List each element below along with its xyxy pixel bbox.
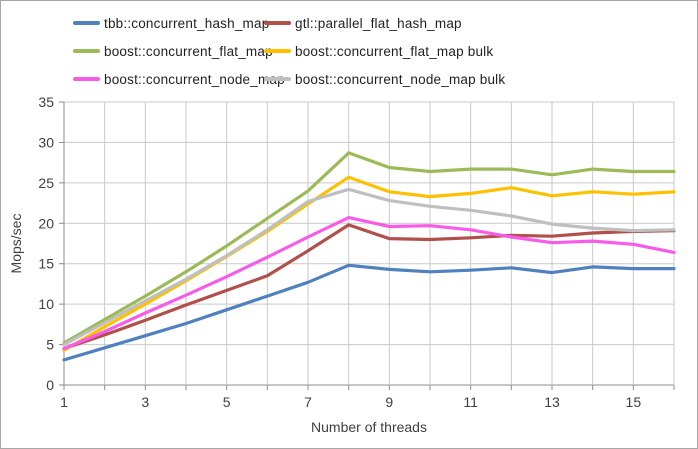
y-axis-tick-label: 5 (46, 337, 54, 353)
series-line (62, 223, 676, 351)
y-axis-tick-label: 25 (38, 175, 54, 191)
legend-label: boost::concurrent_flat_map (104, 43, 273, 59)
legend-item: gtl::parallel_flat_hash_map (264, 14, 462, 32)
legend-label: boost::concurrent_node_map bulk (295, 71, 506, 87)
y-axis-title: Mops/sec (8, 214, 24, 274)
y-axis-tick-label: 20 (38, 215, 54, 231)
legend-item: boost::concurrent_flat_map bulk (264, 42, 493, 60)
x-axis-tick-label: 7 (304, 394, 312, 410)
legend-item: boost::concurrent_node_map bulk (264, 70, 505, 88)
y-axis-tick-label: 30 (38, 134, 54, 150)
x-axis-tick-label: 5 (223, 394, 231, 410)
series-line (62, 187, 676, 347)
legend-line-swatch (264, 21, 291, 25)
x-axis-tick-label: 15 (626, 394, 642, 410)
x-axis-tick-label: 1 (60, 394, 68, 410)
x-axis-title: Number of threads (311, 419, 427, 435)
legend-label: gtl::parallel_flat_hash_map (295, 15, 462, 31)
series-line (62, 175, 676, 352)
y-axis-tick-label: 35 (38, 94, 54, 110)
x-axis-tick-label: 11 (463, 394, 478, 410)
series-line (62, 151, 676, 345)
legend-item: boost::concurrent_node_map (73, 70, 285, 88)
series-line (62, 216, 676, 351)
legend-item: tbb::concurrent_hash_map (73, 14, 269, 32)
x-axis-tick-label: 13 (544, 394, 560, 410)
legend-line-swatch (264, 49, 291, 53)
y-axis-tick-label: 0 (46, 377, 54, 393)
legend-label: boost::concurrent_flat_map bulk (295, 43, 494, 59)
x-axis-tick-label: 9 (385, 394, 393, 410)
legend-line-swatch (73, 49, 100, 53)
legend-label: tbb::concurrent_hash_map (104, 15, 270, 31)
legend-line-swatch (73, 21, 100, 25)
x-axis-tick-label: 3 (141, 394, 149, 410)
legend-label: boost::concurrent_node_map (104, 71, 285, 87)
legend-line-swatch (264, 77, 291, 81)
y-axis-tick-label: 10 (38, 296, 54, 312)
chart-legend: tbb::concurrent_hash_map gtl::parallel_fl… (1, 1, 697, 97)
legend-line-swatch (73, 77, 100, 81)
legend-item: boost::concurrent_flat_map (73, 42, 273, 60)
series-line (62, 263, 676, 362)
y-axis-tick-label: 15 (38, 256, 54, 272)
